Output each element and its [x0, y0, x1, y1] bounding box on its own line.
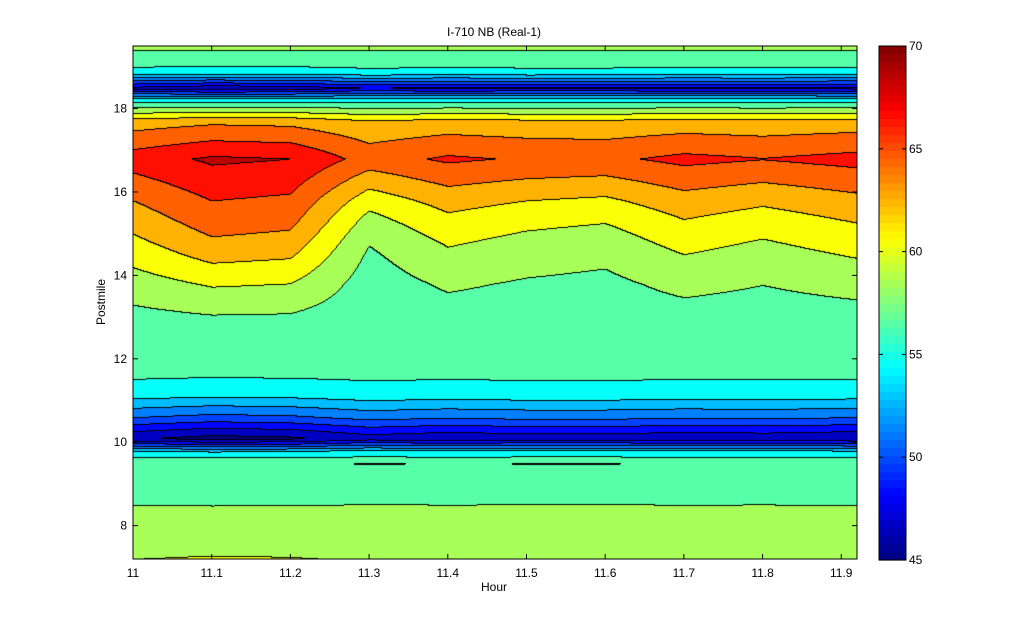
colorbar-ticks: 45 50 55 60 65 70 [879, 39, 923, 567]
colorbar-segment [879, 511, 906, 521]
colorbar-segment [879, 94, 906, 103]
colorbar-segment [879, 447, 906, 457]
x-axis-ticks: 11 11.1 11.2 11.3 11.4 11.5 11.6 11.7 11.8 11.9 [127, 46, 853, 580]
colorbar-segment [879, 351, 906, 360]
colorbar-segment [879, 166, 906, 176]
colorbar-segment [879, 70, 906, 79]
x-tick-label: 11.5 [515, 566, 538, 580]
colorbar-segment [879, 238, 906, 248]
colorbar-segment [879, 343, 906, 352]
colorbar-segment [879, 359, 906, 368]
colorbar-segment [879, 503, 906, 513]
colorbar-segment [879, 367, 906, 376]
colorbar-segment [879, 118, 906, 127]
colorbar-segment [879, 327, 906, 336]
colorbar-segment [879, 222, 906, 232]
colorbar-segment [879, 278, 906, 288]
colorbar-segment [879, 383, 906, 392]
colorbar-tick-label: 70 [909, 39, 923, 53]
chart-title: I-710 NB (Real-1) [447, 25, 541, 39]
colorbar-tick-label: 50 [909, 450, 923, 464]
colorbar-segment [879, 174, 906, 184]
x-tick-label: 11.9 [830, 566, 853, 580]
y-tick-label: 12 [114, 352, 128, 366]
colorbar-segment [879, 214, 906, 224]
colorbar-segment [879, 46, 906, 55]
colorbar-segment [879, 86, 906, 95]
colorbar-segment [879, 415, 906, 425]
colorbar-segment [879, 543, 906, 553]
colorbar-segment [879, 126, 906, 135]
colorbar-segment [879, 431, 906, 441]
x-tick-label: 11.2 [279, 566, 302, 580]
x-tick-label: 11 [127, 566, 140, 580]
colorbar-segment [879, 311, 906, 320]
y-axis-ticks: 8 10 12 14 16 18 [114, 102, 857, 533]
x-tick-label: 11.8 [751, 566, 774, 580]
colorbar-segment [879, 262, 906, 272]
colorbar-segment [879, 54, 906, 63]
colorbar-segment [879, 479, 906, 489]
y-tick-label: 18 [114, 102, 128, 116]
colorbar-frame [878, 45, 907, 561]
x-tick-label: 11.3 [358, 566, 381, 580]
colorbar-segment [879, 246, 906, 256]
colorbar-segment [879, 182, 906, 192]
contour-fill [133, 46, 857, 559]
colorbar-segment [879, 495, 906, 505]
colorbar-segment [879, 198, 906, 208]
colorbar-segment [879, 471, 906, 481]
colorbar-segment [879, 254, 906, 264]
x-tick-label: 11.1 [200, 566, 223, 580]
colorbar-segment [879, 519, 906, 529]
colorbar-tick-label: 55 [909, 347, 923, 361]
colorbar-segment [879, 150, 906, 160]
x-tick-label: 11.4 [437, 566, 460, 580]
contour-plot-area [132, 45, 858, 560]
colorbar-segment [879, 62, 906, 71]
colorbar [878, 45, 907, 561]
colorbar-segment [879, 270, 906, 280]
colorbar-segment [879, 335, 906, 344]
colorbar-segment [879, 487, 906, 497]
colorbar-segment [879, 407, 906, 417]
colorbar-segment [879, 286, 906, 296]
colorbar-segment [879, 158, 906, 168]
colorbar-segment [879, 110, 906, 119]
colorbar-segment [879, 455, 906, 465]
colorbar-segment [879, 230, 906, 240]
y-tick-label: 10 [114, 435, 128, 449]
y-tick-label: 14 [114, 268, 128, 282]
colorbar-tick-label: 45 [909, 553, 923, 567]
colorbar-segment [879, 134, 906, 143]
colorbar-segment [879, 527, 906, 537]
x-tick-label: 11.7 [673, 566, 696, 580]
colorbar-segment [879, 399, 906, 409]
colorbar-segment [879, 375, 906, 384]
colorbar-segment [879, 391, 906, 400]
colorbar-segment [879, 294, 906, 304]
colorbar-segment [879, 142, 906, 152]
colorbar-segment [879, 463, 906, 473]
colorbar-segment [879, 190, 906, 200]
y-axis-label: Postmile [94, 279, 108, 325]
plot-frame [132, 45, 858, 560]
y-tick-label: 8 [120, 519, 127, 533]
x-tick-label: 11.6 [594, 566, 617, 580]
y-tick-label: 16 [114, 185, 128, 199]
colorbar-segment [879, 551, 906, 561]
colorbar-segment [879, 78, 906, 87]
colorbar-segment [879, 206, 906, 216]
colorbar-segment [879, 535, 906, 545]
colorbar-segment [879, 423, 906, 433]
colorbar-segment [879, 439, 906, 449]
colorbar-segment [879, 102, 906, 111]
colorbar-tick-label: 60 [909, 245, 923, 259]
colorbar-segment [879, 303, 906, 312]
colorbar-tick-label: 65 [909, 142, 923, 156]
x-axis-label: Hour [481, 580, 507, 594]
colorbar-segment [879, 319, 906, 328]
